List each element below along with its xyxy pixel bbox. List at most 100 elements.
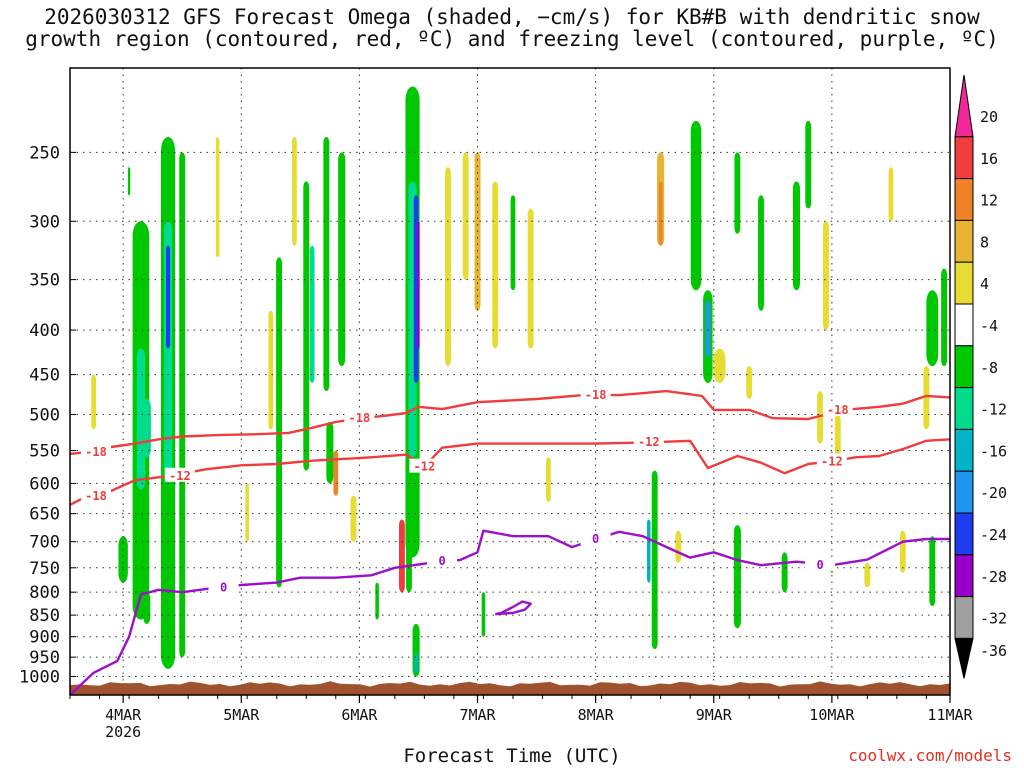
pressure-tick-400: 400 (29, 321, 60, 341)
contour-label-bg-1-1 (164, 467, 195, 482)
contour-label-1-4: -12 (821, 454, 843, 468)
time-tick-7MAR: 7MAR (459, 706, 496, 724)
time-tick-year: 2026 (105, 723, 141, 741)
omega-region-23 (417, 221, 420, 349)
colorbar-label-11: -28 (980, 568, 1007, 586)
omega-region-19 (245, 483, 249, 542)
omega-region-56 (941, 268, 948, 367)
omega-region-58 (781, 552, 788, 593)
colorbar-label-3: 8 (980, 233, 989, 251)
time-tick-5MAR: 5MAR (223, 706, 260, 724)
pressure-tick-250: 250 (29, 143, 60, 163)
pressure-tick-750: 750 (29, 559, 60, 579)
chart-title: 2026030312 GFS Forecast Omega (shaded, −… (0, 6, 1024, 50)
colorbar-label-12: -32 (980, 610, 1007, 628)
contour-label-bg-2-0 (208, 579, 239, 594)
pressure-tick-300: 300 (29, 212, 60, 232)
omega-region-34 (546, 457, 551, 502)
omega-region-36 (375, 582, 379, 620)
pressure-tick-1000: 1000 (19, 668, 60, 688)
omega-region-35 (481, 592, 486, 637)
omega-region-49 (746, 366, 753, 400)
contours: -18 -18 -18 -18 -18 -12 -12 -12 -12 0 0 0 0 (70, 387, 950, 695)
colorbar-swatch-3 (954, 219, 974, 263)
contour-label-bg-1-0 (80, 487, 111, 502)
contour-label-bg-1-2 (409, 458, 440, 473)
omega-region-9 (276, 257, 283, 588)
omega-region-15 (333, 450, 339, 496)
time-tick-9MAR: 9MAR (696, 706, 733, 724)
colorbar-swatch-2 (954, 178, 974, 221)
pressure-tick-600: 600 (29, 474, 60, 494)
omega-region-24 (398, 519, 405, 593)
colorbar-label-4: 4 (980, 275, 989, 293)
contour-label-2-0: 0 (220, 580, 227, 594)
pressure-tick-650: 650 (29, 505, 60, 525)
contour-0-3 (494, 600, 532, 616)
omega-region-63 (675, 530, 682, 563)
colorbar-label-8: -16 (980, 442, 1007, 460)
chart-title-line-2: growth region (contoured, red, ºC) and f… (25, 27, 999, 51)
contour-label-1-3: -12 (638, 435, 660, 449)
omega-region-54 (923, 366, 930, 430)
omega-region-48 (713, 348, 726, 383)
pressure-tick-450: 450 (29, 366, 60, 386)
terrain-path (70, 681, 950, 695)
colorbar-label-6: -8 (980, 359, 998, 377)
omega-region-18 (292, 136, 297, 246)
colorbar-swatch-13 (954, 637, 974, 679)
omega-region-14 (326, 421, 334, 484)
contour-label-2-2: 0 (592, 532, 599, 546)
omega-region-31 (492, 181, 499, 349)
contour-label-2-3: 0 (816, 558, 823, 572)
pressure-tick-500: 500 (29, 405, 60, 425)
time-tick-8MAR: 8MAR (578, 706, 615, 724)
colorbar-swatch-7 (954, 387, 974, 430)
omega-region-25 (406, 519, 412, 593)
pressure-tick-800: 800 (29, 583, 60, 603)
omega-region-2 (136, 348, 146, 490)
omega-region-62 (929, 536, 936, 607)
colorbar-label-9: -20 (980, 484, 1007, 502)
contour-label-bg-1-4 (816, 453, 847, 468)
omega-region-47 (805, 120, 812, 209)
colorbar-label-10: -24 (980, 526, 1007, 544)
pressure-tick-550: 550 (29, 442, 60, 462)
omega-region-55 (926, 290, 939, 367)
contour-label-0-3: -18 (827, 403, 849, 417)
chart-title-line-1: 2026030312 GFS Forecast Omega (shaded, −… (44, 5, 980, 29)
contour-label-bg-0-0 (80, 443, 111, 458)
omega-region-51 (817, 391, 824, 444)
credit-link[interactable]: coolwx.com/models (848, 746, 1012, 765)
pressure-tick-700: 700 (29, 533, 60, 553)
omega-region-44 (734, 152, 741, 234)
contour-label-0-0: -18 (85, 445, 107, 459)
omega-region-60 (864, 562, 871, 588)
omega-region-10 (303, 181, 310, 471)
colorbar-swatch-4 (954, 261, 974, 305)
colorbar-label-13: -36 (980, 642, 1007, 660)
colorbar-swatch-8 (954, 428, 974, 472)
omega-region-12 (323, 136, 330, 392)
omega-region-53 (888, 167, 894, 222)
omega-region-66 (91, 374, 96, 430)
colorbar-label-0: 20 (980, 108, 998, 126)
omega-region-61 (899, 530, 906, 573)
omega-region-41 (690, 120, 702, 291)
omega-region-11 (309, 245, 315, 383)
time-axis: 4MAR 5MAR 6MAR 7MAR 8MAR 9MAR 10MAR 11MAR 2026 (69, 695, 974, 741)
omega-region-57 (733, 525, 741, 629)
terrain-band (70, 681, 950, 695)
time-tick-6MAR: 6MAR (341, 706, 378, 724)
omega-region-46 (792, 181, 800, 291)
omega-region-5 (165, 245, 171, 349)
omega-region-17 (268, 310, 274, 430)
contour-label-bg-0-1 (344, 410, 375, 425)
omega-region-33 (527, 208, 534, 349)
colorbar-swatch-0 (954, 74, 974, 138)
contour-label-2-1: 0 (438, 554, 445, 568)
colorbar-swatch-9 (954, 470, 974, 514)
pressure-axis: 2503003504004505005506006507007508008509… (19, 143, 76, 688)
time-tick-10MAR: 10MAR (809, 706, 855, 724)
omega-region-50 (823, 221, 829, 331)
